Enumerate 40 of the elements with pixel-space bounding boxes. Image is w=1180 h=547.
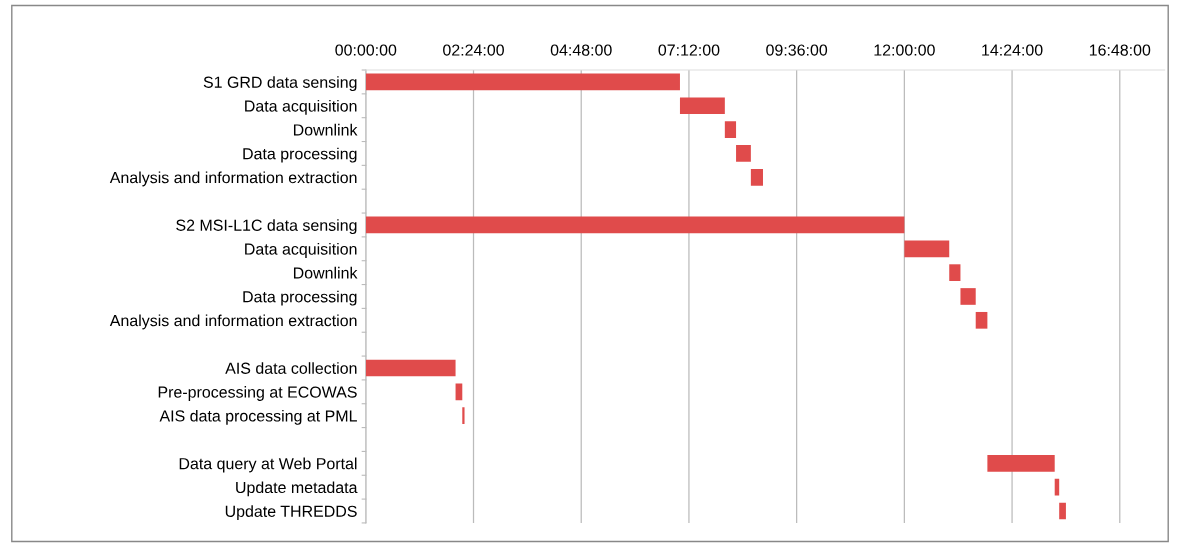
bar [365,359,456,377]
y-tick-label: Analysis and information extraction [109,171,357,187]
bar [960,288,976,305]
bar [365,73,680,91]
y-tick-label: AIS data processing at PML [159,409,357,425]
bar [1054,478,1060,496]
x-tick-label: 00:00:00 [335,44,397,56]
y-tick-label: Update metadata [236,481,358,497]
bar [679,97,725,115]
y-tick-label: Data acquisition [245,243,357,258]
y-tick-label: Data acquisition [245,99,357,115]
bar [987,454,1055,472]
x-tick-label: 12:00:00 [874,44,935,56]
y-tick-label: Pre-processing at ECOWAS [158,386,357,401]
bar [904,240,950,258]
x-tick-label: 04:48:00 [550,44,612,56]
bar [750,168,763,186]
bar [462,407,465,425]
bar [949,264,961,281]
bar [724,121,737,138]
bar [736,145,751,162]
bar [455,383,463,401]
bar [975,311,988,329]
x-tick-label: 09:36:00 [766,44,828,56]
bar [365,216,905,234]
y-tick-label: S1 GRD data sensing [203,76,357,92]
bar [1059,502,1066,520]
x-tick-label: 02:24:00 [443,44,504,56]
x-tick-label: 16:48:00 [1089,44,1151,56]
y-tick-label: AIS data collection [225,362,357,374]
y-tick-label: Analysis and information extraction [109,314,357,330]
y-tick-label: Update THREDDS [225,505,357,521]
y-tick-label: S2 MSI-L1C data sensing [176,219,357,235]
y-tick-label: Data query at Web Portal [179,457,357,473]
y-tick-label: Data processing [243,147,357,163]
y-tick-label: Data processing [243,290,357,306]
x-tick-label: 07:12:00 [658,44,720,56]
y-tick-label: Downlink [293,123,358,136]
x-tick-label: 14:24:00 [982,44,1043,56]
y-tick-label: Downlink [293,266,358,279]
